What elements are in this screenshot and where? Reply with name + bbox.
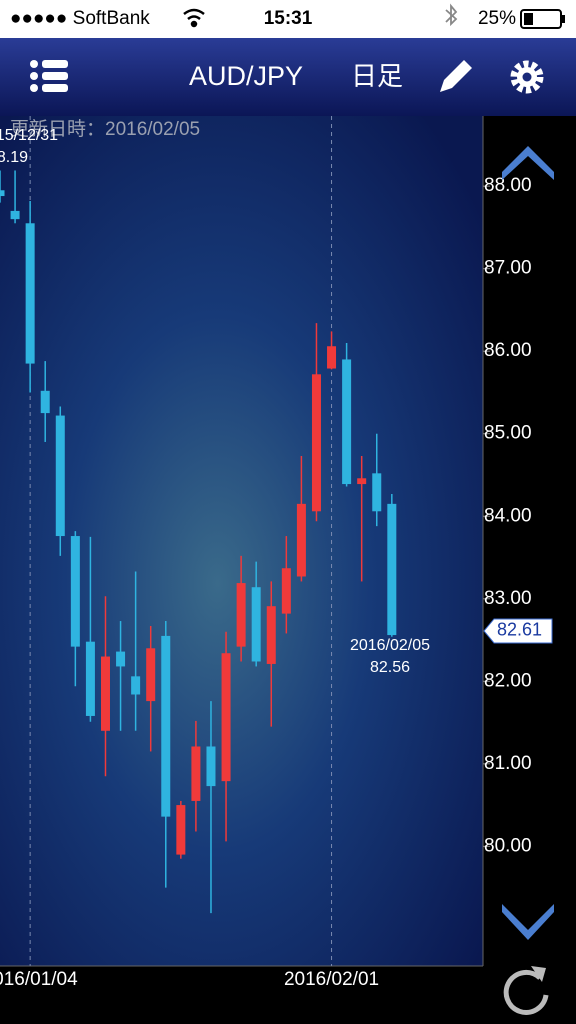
carrier: ●●●●● SoftBank (10, 8, 150, 29)
menu-button[interactable] (30, 60, 68, 92)
candle-body (131, 676, 141, 695)
candle-body (236, 583, 246, 647)
candle-body (357, 478, 367, 485)
candle-body (100, 656, 110, 731)
candle-body (266, 606, 276, 664)
candle-body (191, 746, 201, 801)
y-tick-label: 84.00 (484, 505, 532, 526)
candle-body (146, 648, 156, 702)
candle-body (251, 587, 261, 662)
edit-button[interactable] (440, 60, 472, 92)
currency-pair[interactable]: AUD/JPY (189, 61, 303, 91)
candle-body (116, 651, 126, 667)
x-axis-panel (0, 966, 483, 1024)
y-tick-label: 81.00 (484, 753, 532, 774)
candle-body (281, 568, 291, 614)
header-bar (0, 38, 576, 116)
candle-body (221, 653, 231, 782)
y-tick-label: 82.00 (484, 670, 532, 691)
candle-body (161, 635, 171, 817)
bluetooth-icon (445, 3, 458, 27)
battery-percent: 25% (478, 8, 516, 29)
candle-body (206, 746, 216, 787)
y-tick-label: 85.00 (484, 423, 532, 444)
current-price: 82.61 (497, 620, 542, 640)
candle-body (372, 473, 382, 512)
candle-body (342, 359, 352, 485)
plot (0, 116, 397, 966)
battery-icon (520, 9, 565, 29)
candle-body (55, 415, 65, 537)
annotation-date: 2016/02/05 (350, 637, 430, 654)
candle-body (0, 190, 5, 197)
y-tick-label: 83.00 (484, 588, 532, 609)
candle-body (311, 374, 321, 512)
x-tick-label: 2016/02/01 (284, 969, 379, 990)
annotation-value: 82.56 (370, 659, 410, 676)
annotation-value: 88.19 (0, 149, 28, 166)
candle-body (40, 390, 50, 414)
candle-body (25, 223, 35, 364)
candle-body (176, 805, 186, 855)
scroll-down-button[interactable] (502, 904, 554, 940)
y-tick-label: 86.00 (484, 340, 532, 361)
y-tick-label: 88.00 (484, 175, 532, 196)
y-tick-label: 87.00 (484, 258, 532, 279)
axis-panel (483, 116, 576, 1024)
candle-body (296, 503, 306, 577)
candle-body (387, 503, 397, 636)
period[interactable]: 日足 (351, 61, 403, 91)
wifi-icon (183, 8, 205, 28)
update-label: 更新日時：2016/02/05 (10, 118, 200, 140)
plot-background (0, 116, 483, 966)
candle-body (70, 536, 80, 647)
scroll-up-button[interactable] (502, 146, 554, 180)
current-price-badge (483, 618, 553, 644)
annotation-date: 2015/12/31 (0, 127, 58, 144)
refresh-button[interactable] (503, 966, 549, 1015)
candle-body (327, 346, 337, 369)
status-bar (0, 0, 576, 38)
candle-body (85, 641, 95, 716)
y-tick-label: 80.00 (484, 835, 532, 856)
settings-button[interactable] (510, 60, 544, 94)
candle-body (10, 210, 20, 220)
clock: 15:31 (264, 8, 313, 29)
x-tick-label: 2016/01/04 (0, 969, 78, 990)
axes: 80.00 81.00 82.00 83.00 84.00 85.00 86.00 87.00… (0, 118, 553, 990)
